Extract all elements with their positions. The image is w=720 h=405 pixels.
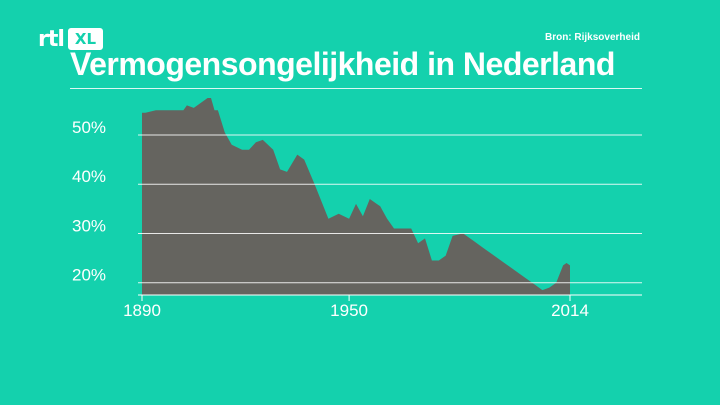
y-tick-label: 20% (72, 266, 106, 285)
source-label: Bron: Rijksoverheid (544, 32, 640, 43)
top-rule (70, 88, 642, 89)
logo-rtl-text: rtl (38, 26, 65, 52)
rtl-xl-logo: rtl XL (38, 26, 104, 52)
y-tick-label: 50% (72, 118, 106, 137)
x-tick-label: 1890 (123, 301, 161, 320)
chart-title: Vermogensongelijkheid in Nederland (70, 46, 615, 82)
logo-xl-text: XL (67, 28, 104, 50)
x-tick-label: 1950 (330, 301, 368, 320)
area-series (142, 98, 570, 295)
x-tick-label: 2014 (551, 301, 589, 320)
y-tick-label: 30% (72, 216, 106, 235)
y-tick-label: 40% (72, 167, 106, 186)
